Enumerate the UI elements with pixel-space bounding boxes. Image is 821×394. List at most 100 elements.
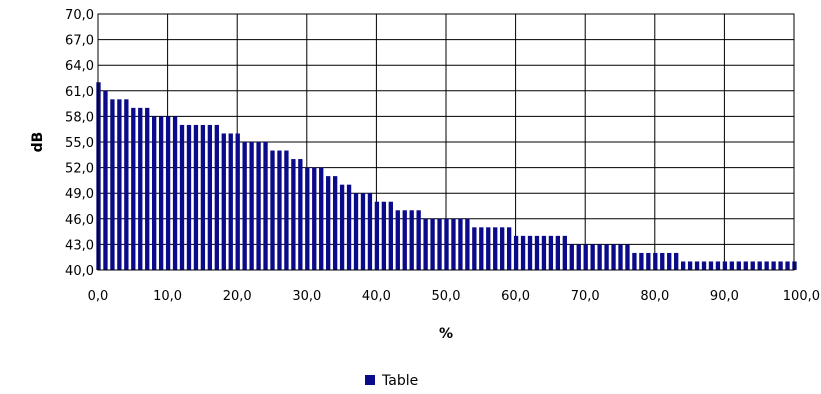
bar: [228, 133, 233, 270]
bar: [172, 116, 178, 271]
bar: [722, 261, 728, 270]
bar: [757, 261, 762, 270]
bar: [764, 261, 769, 270]
bar: [604, 244, 609, 270]
y-tick-label: 40,0: [65, 264, 94, 279]
x-tick-label: 40,0: [362, 289, 391, 304]
y-tick-label: 61,0: [65, 85, 94, 100]
bar: [326, 176, 331, 270]
bar: [207, 124, 213, 271]
bar: [249, 142, 254, 270]
bar: [235, 133, 240, 270]
x-tick-label: 20,0: [223, 289, 252, 304]
bar: [124, 99, 129, 270]
bar: [256, 142, 261, 270]
bar: [513, 235, 519, 270]
bar: [193, 124, 199, 271]
bar: [680, 261, 686, 270]
bar: [701, 261, 707, 270]
bar: [158, 116, 164, 271]
y-tick-label: 70,0: [65, 8, 94, 23]
bar: [423, 218, 428, 270]
bar: [771, 261, 776, 270]
x-tick-label: 10,0: [153, 289, 182, 304]
bar: [486, 227, 491, 270]
bar: [110, 99, 115, 270]
bar: [312, 167, 317, 270]
bar: [687, 261, 693, 270]
x-tick-label: 90,0: [710, 289, 739, 304]
bar: [729, 261, 735, 270]
x-tick-label: 50,0: [432, 289, 461, 304]
bar: [694, 261, 700, 270]
bar: [395, 210, 400, 270]
y-tick-label: 49,0: [65, 187, 94, 202]
bar: [527, 235, 533, 270]
bar: [165, 116, 171, 271]
bar: [555, 235, 561, 270]
bar: [179, 124, 185, 271]
bar: [646, 252, 651, 270]
x-tick-label: 60,0: [501, 289, 530, 304]
x-tick-label: 30,0: [292, 289, 321, 304]
bar: [715, 261, 721, 270]
bar: [708, 261, 714, 270]
bar: [346, 184, 352, 270]
y-tick-label: 52,0: [65, 162, 94, 177]
bar: [305, 167, 310, 270]
bar: [541, 235, 547, 270]
y-tick-label: 64,0: [65, 59, 94, 74]
bar: [360, 193, 366, 270]
bar: [270, 150, 275, 270]
bar: [332, 176, 338, 270]
bar: [750, 261, 755, 270]
plot-border: [97, 13, 795, 271]
bar: [152, 116, 157, 271]
bar: [500, 227, 505, 270]
legend-label: Table: [381, 373, 418, 389]
bar: [145, 107, 150, 271]
bar: [284, 150, 289, 270]
bar: [674, 252, 679, 270]
bar: [736, 261, 741, 270]
bar: [618, 244, 623, 270]
x-tick-label: 80,0: [640, 289, 669, 304]
bar: [667, 252, 672, 270]
bar: [138, 107, 143, 271]
bar: [291, 159, 296, 270]
bar: [465, 218, 470, 270]
bar: [388, 201, 393, 270]
bar: [353, 193, 359, 270]
bar: [277, 150, 282, 270]
bar: [743, 261, 748, 270]
legend-swatch: [365, 375, 375, 385]
bar: [562, 235, 567, 270]
x-axis-label: %: [439, 326, 453, 342]
bar: [479, 227, 484, 270]
bar: [493, 227, 498, 270]
bar: [458, 218, 463, 270]
bar: [576, 244, 581, 270]
x-tick-label: 0,0: [88, 289, 109, 304]
bar: [200, 124, 206, 271]
bar: [339, 184, 345, 270]
legend: Table: [365, 373, 418, 389]
bar: [242, 142, 247, 270]
bar: [785, 261, 790, 270]
bar: [402, 210, 407, 270]
bar: [298, 159, 303, 270]
bar: [451, 218, 456, 270]
y-tick-label: 55,0: [65, 136, 94, 151]
y-axis-label: dB: [30, 132, 46, 153]
bar: [639, 252, 644, 270]
bar: [660, 252, 665, 270]
x-tick-label: 70,0: [571, 289, 600, 304]
bar: [437, 218, 442, 270]
bar: [409, 210, 414, 270]
bar: [186, 124, 192, 271]
x-tick-label: 100,0: [783, 289, 820, 304]
bar: [221, 133, 226, 270]
bar: [367, 193, 373, 270]
bar: [625, 244, 630, 270]
